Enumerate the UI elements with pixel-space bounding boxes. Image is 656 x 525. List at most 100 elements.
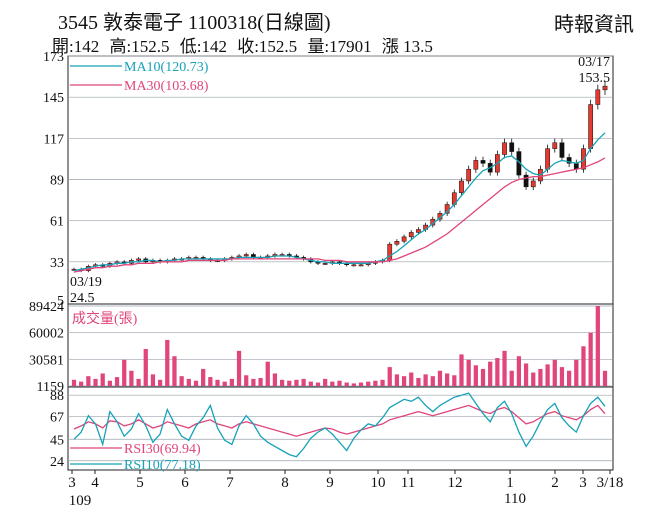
volume-bars (71, 306, 608, 386)
stat-high: 高:152.5 (109, 37, 170, 56)
brand-label: 時報資訊 (554, 14, 634, 36)
annotation-high-date: 03/17 (578, 55, 610, 70)
volume-bar (466, 359, 471, 386)
x-tick-label: 2 (551, 475, 559, 491)
candle-body (351, 264, 357, 267)
stat-close: 收:152.5 (237, 37, 298, 56)
volume-bar (201, 368, 206, 386)
price-tick-label: 145 (43, 91, 64, 106)
volume-bar (366, 381, 371, 386)
x-tick-label: 9 (326, 475, 334, 491)
volume-bar (301, 378, 306, 386)
volume-bar (244, 375, 249, 386)
volume-bar (581, 346, 586, 386)
candle-body (401, 236, 407, 242)
volume-bar (430, 376, 435, 386)
volume-bar (215, 379, 220, 386)
x-tick-label: 1 (506, 475, 514, 491)
candlesticks (71, 80, 608, 273)
volume-bar (229, 378, 234, 386)
volume-bar (107, 380, 113, 386)
candle-body (566, 157, 572, 164)
candle-body (459, 180, 464, 193)
volume-bar (566, 370, 572, 386)
volume-bar (330, 381, 335, 386)
candle-body (559, 142, 565, 158)
volume-tick-label: 30581 (29, 353, 64, 368)
volume-bar (531, 372, 536, 386)
x-tick-label: 3/18 (597, 475, 624, 491)
candle-body (595, 89, 601, 105)
volume-bar (516, 356, 522, 386)
price-tick-label: 5 (57, 294, 64, 309)
volume-bar (136, 378, 141, 386)
moving-average-lines (73, 132, 606, 273)
x-tick-label: 4 (91, 475, 99, 491)
volume-bar (114, 377, 120, 386)
volume-bar (150, 374, 156, 386)
volume-bar (122, 359, 127, 386)
candle-body (602, 85, 608, 91)
x-tick-label: 3 (68, 475, 76, 491)
volume-bar (323, 378, 328, 386)
volume-bar (272, 373, 278, 386)
ma30-line (73, 157, 606, 273)
price-tick-label: 89 (50, 174, 64, 189)
price-tick-label: 33 (50, 256, 64, 271)
volume-bar (538, 368, 543, 386)
candle-body (136, 258, 141, 261)
volume-bar (79, 381, 84, 386)
volume-bar (588, 332, 593, 386)
volume-bar (157, 379, 163, 386)
volume-bar (351, 383, 356, 386)
volume-bar (459, 354, 464, 386)
annotation-high-value: 153.5 (579, 71, 611, 86)
volume-bar (373, 380, 378, 386)
candle-body (387, 243, 393, 261)
volume-bar (523, 363, 529, 386)
price-tick-label: 117 (44, 132, 64, 147)
legend-ma10: MA10(120.73) (124, 60, 209, 75)
price-stats: 開:142 高:152.5 低:142 收:152.5 量:17901 漲 13… (52, 32, 439, 57)
volume-bar (387, 367, 392, 386)
legends: MA10(120.73) MA30(103.68) 成交量(張) RSI30(69.9… (70, 60, 209, 473)
volume-bar (208, 377, 213, 386)
volume-bar (509, 370, 514, 386)
volume-bar (186, 378, 191, 386)
volume-bar (287, 380, 292, 386)
volume-bar (380, 379, 385, 386)
x-tick-label: 3 (579, 475, 587, 491)
volume-bar (93, 378, 98, 386)
volume-bar (258, 377, 263, 386)
volume-bar (165, 339, 170, 386)
volume-bar (129, 370, 134, 386)
candle-body (502, 142, 507, 155)
volume-bar (401, 376, 407, 386)
volume-bar (602, 370, 608, 386)
candle-body (358, 264, 364, 267)
rsi-tick-label: 88 (50, 389, 64, 404)
volume-bar (265, 361, 270, 386)
candle-body (545, 148, 550, 170)
volume-bar (473, 365, 478, 386)
volume-bar (409, 372, 414, 386)
stat-change: 漲 13.5 (381, 37, 433, 56)
legend-ma30: MA30(103.68) (124, 79, 209, 94)
volume-bar (100, 373, 105, 386)
volume-bar (416, 377, 421, 386)
candle-body (552, 142, 558, 149)
volume-bar (452, 375, 457, 386)
stock-code: 3545 (58, 12, 98, 34)
stock-name: 敦泰電子 (103, 12, 183, 34)
volume-bar (71, 379, 77, 386)
candle-body (408, 232, 414, 238)
grid-lines (68, 55, 613, 462)
volume-bar (193, 380, 199, 386)
stat-open: 開:142 (52, 37, 100, 56)
volume-bar (437, 370, 443, 386)
volume-tick-label: 89424 (29, 300, 64, 315)
x-tick-label: 7 (226, 475, 234, 491)
candle-body (509, 142, 515, 152)
